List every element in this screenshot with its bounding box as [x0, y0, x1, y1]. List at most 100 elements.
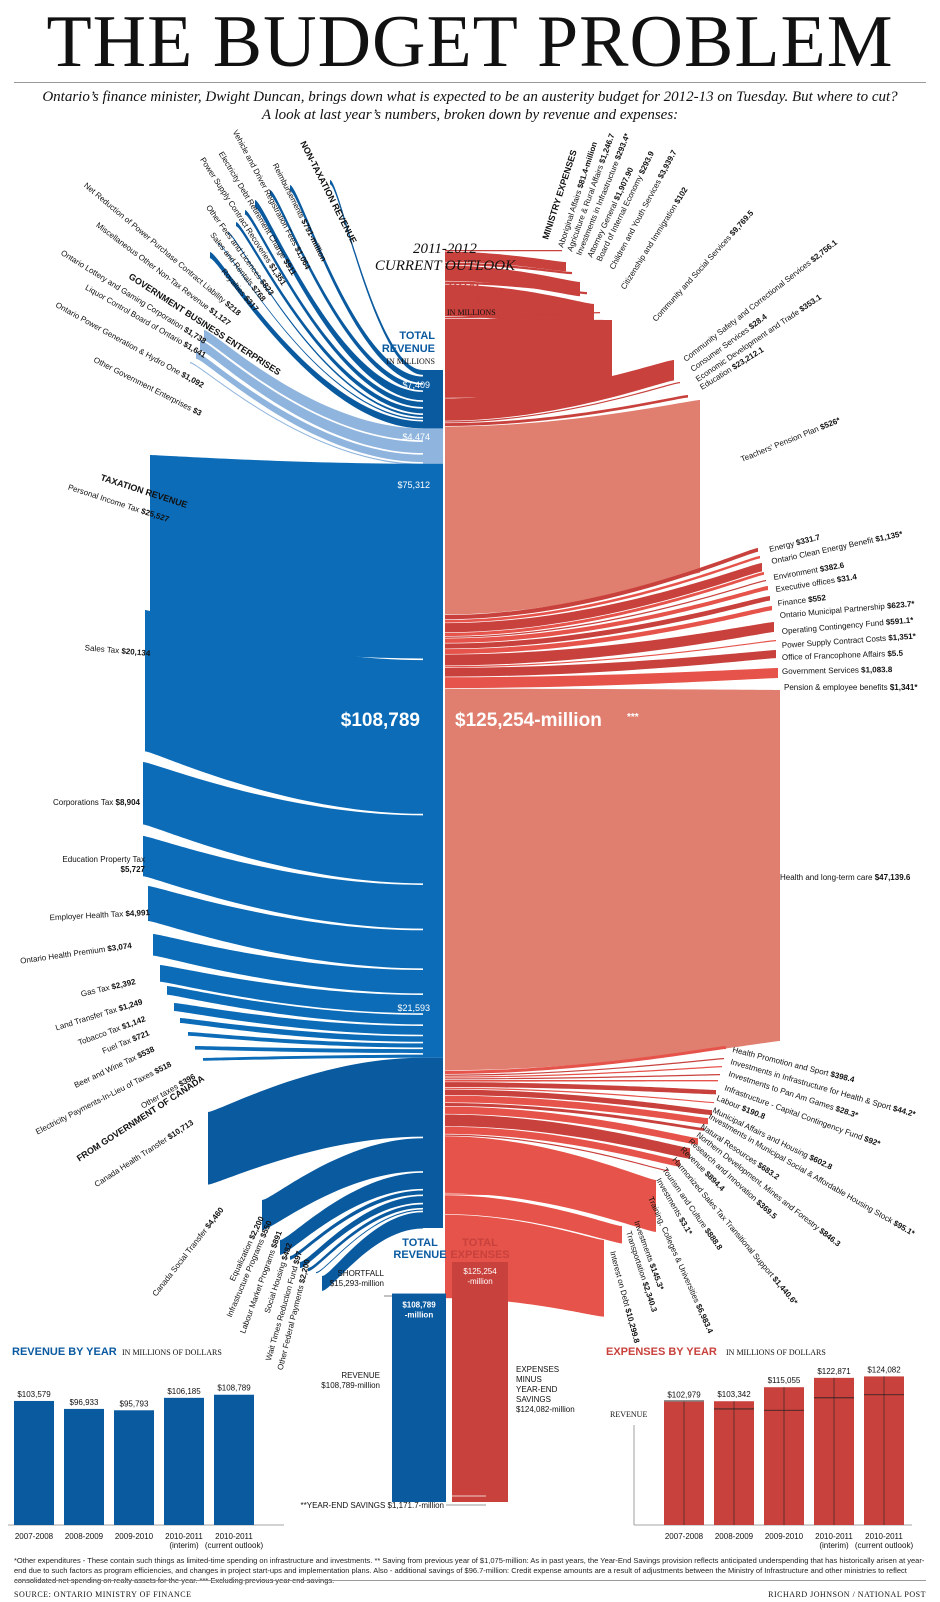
revenue-label: Corporations Tax $8,904	[53, 798, 141, 807]
year-bar-category: 2010-2011	[165, 1532, 203, 1541]
revenue-label: Sales Tax $20,134	[84, 643, 151, 658]
expense-ribbon	[445, 1195, 622, 1244]
revenue-ribbon	[174, 1003, 423, 1035]
revenue-ribbon	[300, 1196, 423, 1269]
expense-ribbon	[445, 1089, 712, 1116]
year-bar	[14, 1400, 54, 1525]
revenue-total: $108,789	[341, 710, 420, 731]
revenue-ribbon	[203, 1054, 423, 1061]
label-value: $95.1*	[892, 1219, 917, 1239]
year-bar-category: (interim)	[169, 1541, 199, 1550]
year-bar-category: 2010-2011	[865, 1532, 903, 1541]
label-value: $293.9	[637, 149, 656, 175]
revenue-ribbon	[280, 1172, 423, 1255]
revenue-segment	[423, 1057, 443, 1228]
year-bar-value: $103,342	[717, 1390, 751, 1399]
expense-ribbon	[445, 596, 770, 649]
revenue-ribbon	[143, 762, 423, 884]
revenue-ribbon	[208, 1057, 423, 1185]
title-divider	[14, 82, 926, 83]
label-value: $398.4	[829, 1070, 855, 1085]
expense-ribbon	[445, 1126, 680, 1167]
total-expenses-heading: TOTAL	[447, 281, 483, 293]
label-text: Ontario Health Premium	[20, 944, 108, 965]
expense-ribbon	[445, 251, 566, 272]
expenses-callout: SAVINGS	[516, 1395, 551, 1404]
year-bar-category: (current outlook)	[855, 1541, 914, 1550]
year-chart-unit: IN MILLIONS OF DOLLARS	[122, 1348, 222, 1357]
label-value: $2,392	[111, 977, 137, 991]
year-bar-category: 2009-2010	[115, 1532, 154, 1541]
footer-divider	[14, 1580, 926, 1581]
label-value: $623.7*	[887, 599, 916, 610]
year-bar-value: $102,979	[667, 1391, 701, 1400]
label-value: $6,983.4	[694, 1303, 715, 1336]
revenue-ribbon	[262, 1138, 423, 1231]
year-bar-category: 2008-2009	[65, 1532, 104, 1541]
label-text: Government Services	[782, 666, 861, 676]
expense-label: Health and long-term care $47,139.6	[780, 873, 911, 882]
expenses-callout: MINUS	[516, 1375, 542, 1384]
label-value: $1,351*	[888, 632, 917, 643]
expense-ribbon	[445, 360, 674, 421]
label-value: $526*	[819, 415, 843, 432]
revenue-label: Employer Health Tax $4,991	[49, 908, 150, 922]
expense-label: Office of Francophone Affairs $5.5	[782, 649, 904, 662]
year-bar-category: 2007-2008	[15, 1532, 54, 1541]
source-credit: SOURCE: ONTARIO MINISTRY OF FINANCE	[14, 1590, 192, 1599]
label-text: Community and Social Services	[651, 232, 735, 324]
comparison-value: $108,789	[402, 1301, 436, 1310]
year-chart-title: REVENUE BY YEAR	[12, 1346, 117, 1358]
expense-label: Pension & employee benefits $1,341*	[784, 683, 918, 692]
outlook-year: 2011-2012	[413, 241, 477, 257]
intro-line-2: A look at last year’s numbers, broken do…	[261, 107, 679, 123]
total-expenses-heading: EXPENSES	[447, 294, 506, 306]
label-value: $20,134	[121, 647, 151, 659]
revenue-ribbon	[188, 1032, 423, 1048]
label-value: $591.1*	[886, 615, 915, 626]
comparison-expenses-bar	[452, 1262, 508, 1502]
label-value: $10,713	[166, 1118, 196, 1142]
revenue-label-value: $5,727	[121, 865, 146, 874]
label-text: Employer Health Tax	[49, 909, 125, 922]
label-text: Interest on Debt	[608, 1250, 632, 1309]
label-value: $190.8	[740, 1104, 767, 1122]
comparison-value: -million	[405, 1311, 434, 1320]
label-value: $3,939.7	[656, 148, 679, 180]
segment-label: $4,474	[402, 432, 430, 442]
revenue-ribbon	[160, 965, 423, 1014]
label-value: $3,074	[107, 941, 133, 953]
label-text: Pension & employee benefits	[784, 683, 890, 692]
comparison-value: -million	[467, 1277, 492, 1286]
label-text: Operating Contingency Fund	[781, 618, 886, 636]
expense-label: Teachers' Pension Plan $526*	[739, 415, 842, 464]
expense-ribbon	[445, 668, 778, 689]
revenue-ribbon	[148, 886, 423, 969]
label-value: $4,460	[203, 1205, 225, 1230]
expense-ribbon	[445, 650, 776, 677]
shortfall-label: $15,293-million	[330, 1279, 384, 1288]
year-bar	[164, 1397, 204, 1525]
author-credit: RICHARD JOHNSON / NATIONAL POST	[768, 1590, 926, 1599]
label-value: $1,142	[121, 1014, 148, 1031]
segment-label: $75,312	[397, 480, 430, 490]
revenue-ribbon	[180, 1018, 423, 1042]
revenue-callout: $108,789-million	[321, 1381, 380, 1390]
expense-ribbon	[445, 1136, 656, 1232]
revenue-callout: REVENUE	[341, 1371, 380, 1380]
label-value: $846.3	[817, 1226, 842, 1248]
expense-ribbon	[445, 262, 572, 275]
expense-ribbon	[445, 1193, 640, 1202]
expense-ribbon	[445, 312, 600, 319]
comparison-expenses-title: TOTAL	[462, 1237, 498, 1249]
label-value: $3.1*	[677, 1216, 695, 1237]
label-value: $369.5	[754, 1198, 779, 1221]
label-value: $44.2*	[892, 1104, 918, 1119]
expense-ribbon	[445, 318, 612, 398]
label-text: Gas Tax	[80, 983, 113, 999]
expense-ribbon	[445, 1106, 698, 1145]
revenue-ribbon	[150, 455, 423, 659]
revenue-ribbon	[153, 934, 423, 994]
expenses-callout: YEAR-END	[516, 1385, 558, 1394]
revenue-ribbon	[195, 1046, 423, 1054]
